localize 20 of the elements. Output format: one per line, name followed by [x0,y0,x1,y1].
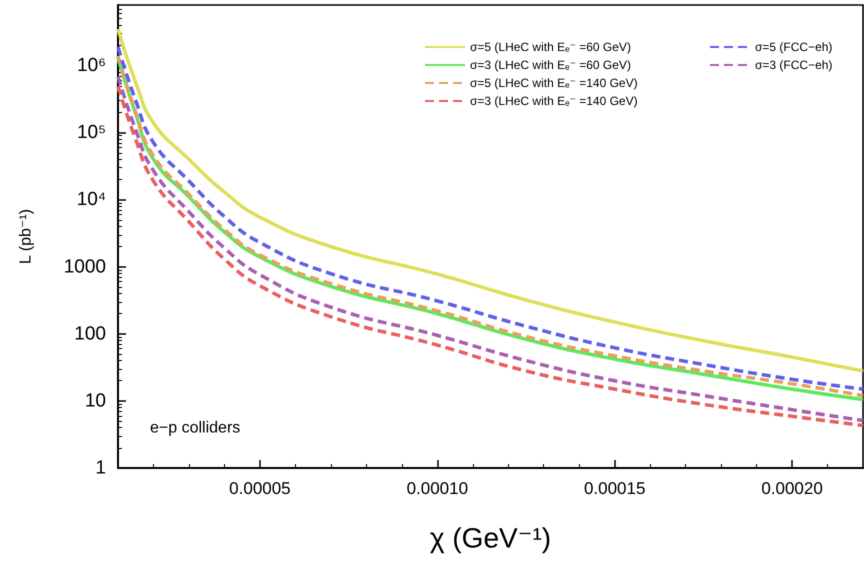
y-tick-label: 1000 [64,256,106,278]
y-tick-label: 100 [74,323,106,344]
y-tick-label: 10⁵ [76,122,106,144]
annotation: e−p colliders [150,420,240,436]
y-tick-label: 10⁶ [77,55,106,76]
legend-label: σ=5 (LHeC with Eₑ⁻ =60 GeV) [470,40,631,54]
legend-label: σ=3 (LHeC with Eₑ⁻ =140 GeV) [470,94,638,108]
y-tick-label: 1 [95,458,106,478]
x-tick-label: 0.00010 [406,479,468,498]
x-tick-label: 0.00015 [584,479,646,498]
legend-label: σ=3 (LHeC with Eₑ⁻ =60 GeV) [470,58,631,72]
x-axis-title: χ (GeV⁻¹) [430,522,552,554]
y-tick-label: 10⁴ [76,189,106,210]
legend-label: σ=3 (FCC−eh) [755,58,832,72]
legend-label: σ=5 (LHeC with Eₑ⁻ =140 GeV) [470,76,638,90]
x-tick-label: 0.00005 [229,479,291,498]
y-axis-title: L (pb⁻¹) [18,209,34,264]
x-tick-label: 0.00020 [761,479,823,498]
y-tick-label: 10 [84,390,106,412]
legend-label: σ=5 (FCC−eh) [755,40,832,54]
